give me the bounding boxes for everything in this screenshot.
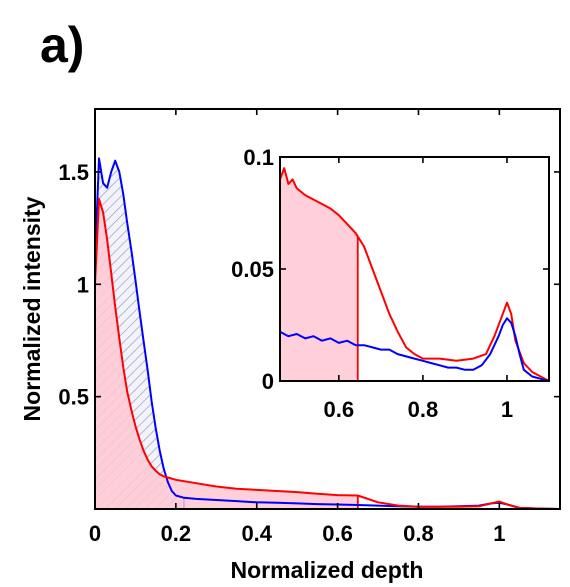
main-x-axis-label: Normalized depth xyxy=(231,557,424,583)
inset-x-tick-label: 1 xyxy=(501,397,513,422)
inset-line-blue xyxy=(279,317,550,382)
inset-x-tick-label: 0.6 xyxy=(324,397,355,422)
inset-fills xyxy=(280,168,359,381)
main-x-tick-label: 0.4 xyxy=(241,521,272,546)
main-lines xyxy=(94,157,561,510)
inset-chart: 0.6 0.8 1 0 0.05 0.1 xyxy=(231,145,550,422)
inset-line-red xyxy=(279,167,550,382)
inset-x-tick-label: 0.8 xyxy=(408,397,439,422)
main-line-red xyxy=(94,197,561,510)
main-fill-red xyxy=(95,198,358,509)
main-x-tick-label: 0.6 xyxy=(322,521,353,546)
main-y-tick-label: 1.5 xyxy=(58,160,89,185)
main-y-axis-label: Normalized intensity xyxy=(19,196,45,421)
panel-label: a) xyxy=(40,17,84,73)
main-x-tick-label: 1 xyxy=(493,521,505,546)
main-x-tick-label: 0.2 xyxy=(161,521,192,546)
main-ticks: 0 0.2 0.4 0.6 0.8 1 0.5 1 1.5 xyxy=(58,109,560,546)
inset-ticks: 0.6 0.8 1 0 0.05 0.1 xyxy=(231,145,549,422)
main-x-tick-label: 0 xyxy=(89,521,101,546)
main-x-tick-label: 0.8 xyxy=(403,521,434,546)
inset-y-tick-label: 0 xyxy=(262,369,274,394)
inset-fill-red xyxy=(280,168,358,381)
main-fills xyxy=(95,158,359,509)
inset-lines xyxy=(279,167,550,382)
main-plot-frame xyxy=(94,108,561,510)
inset-y-tick-label: 0.1 xyxy=(243,145,274,170)
main-y-tick-label: 0.5 xyxy=(58,385,89,410)
main-chart: 0 0.2 0.4 0.6 0.8 1 0.5 1 1.5 Normalized depth N… xyxy=(19,108,561,583)
inset-y-tick-label: 0.05 xyxy=(231,257,274,282)
main-y-tick-label: 1 xyxy=(77,272,89,297)
